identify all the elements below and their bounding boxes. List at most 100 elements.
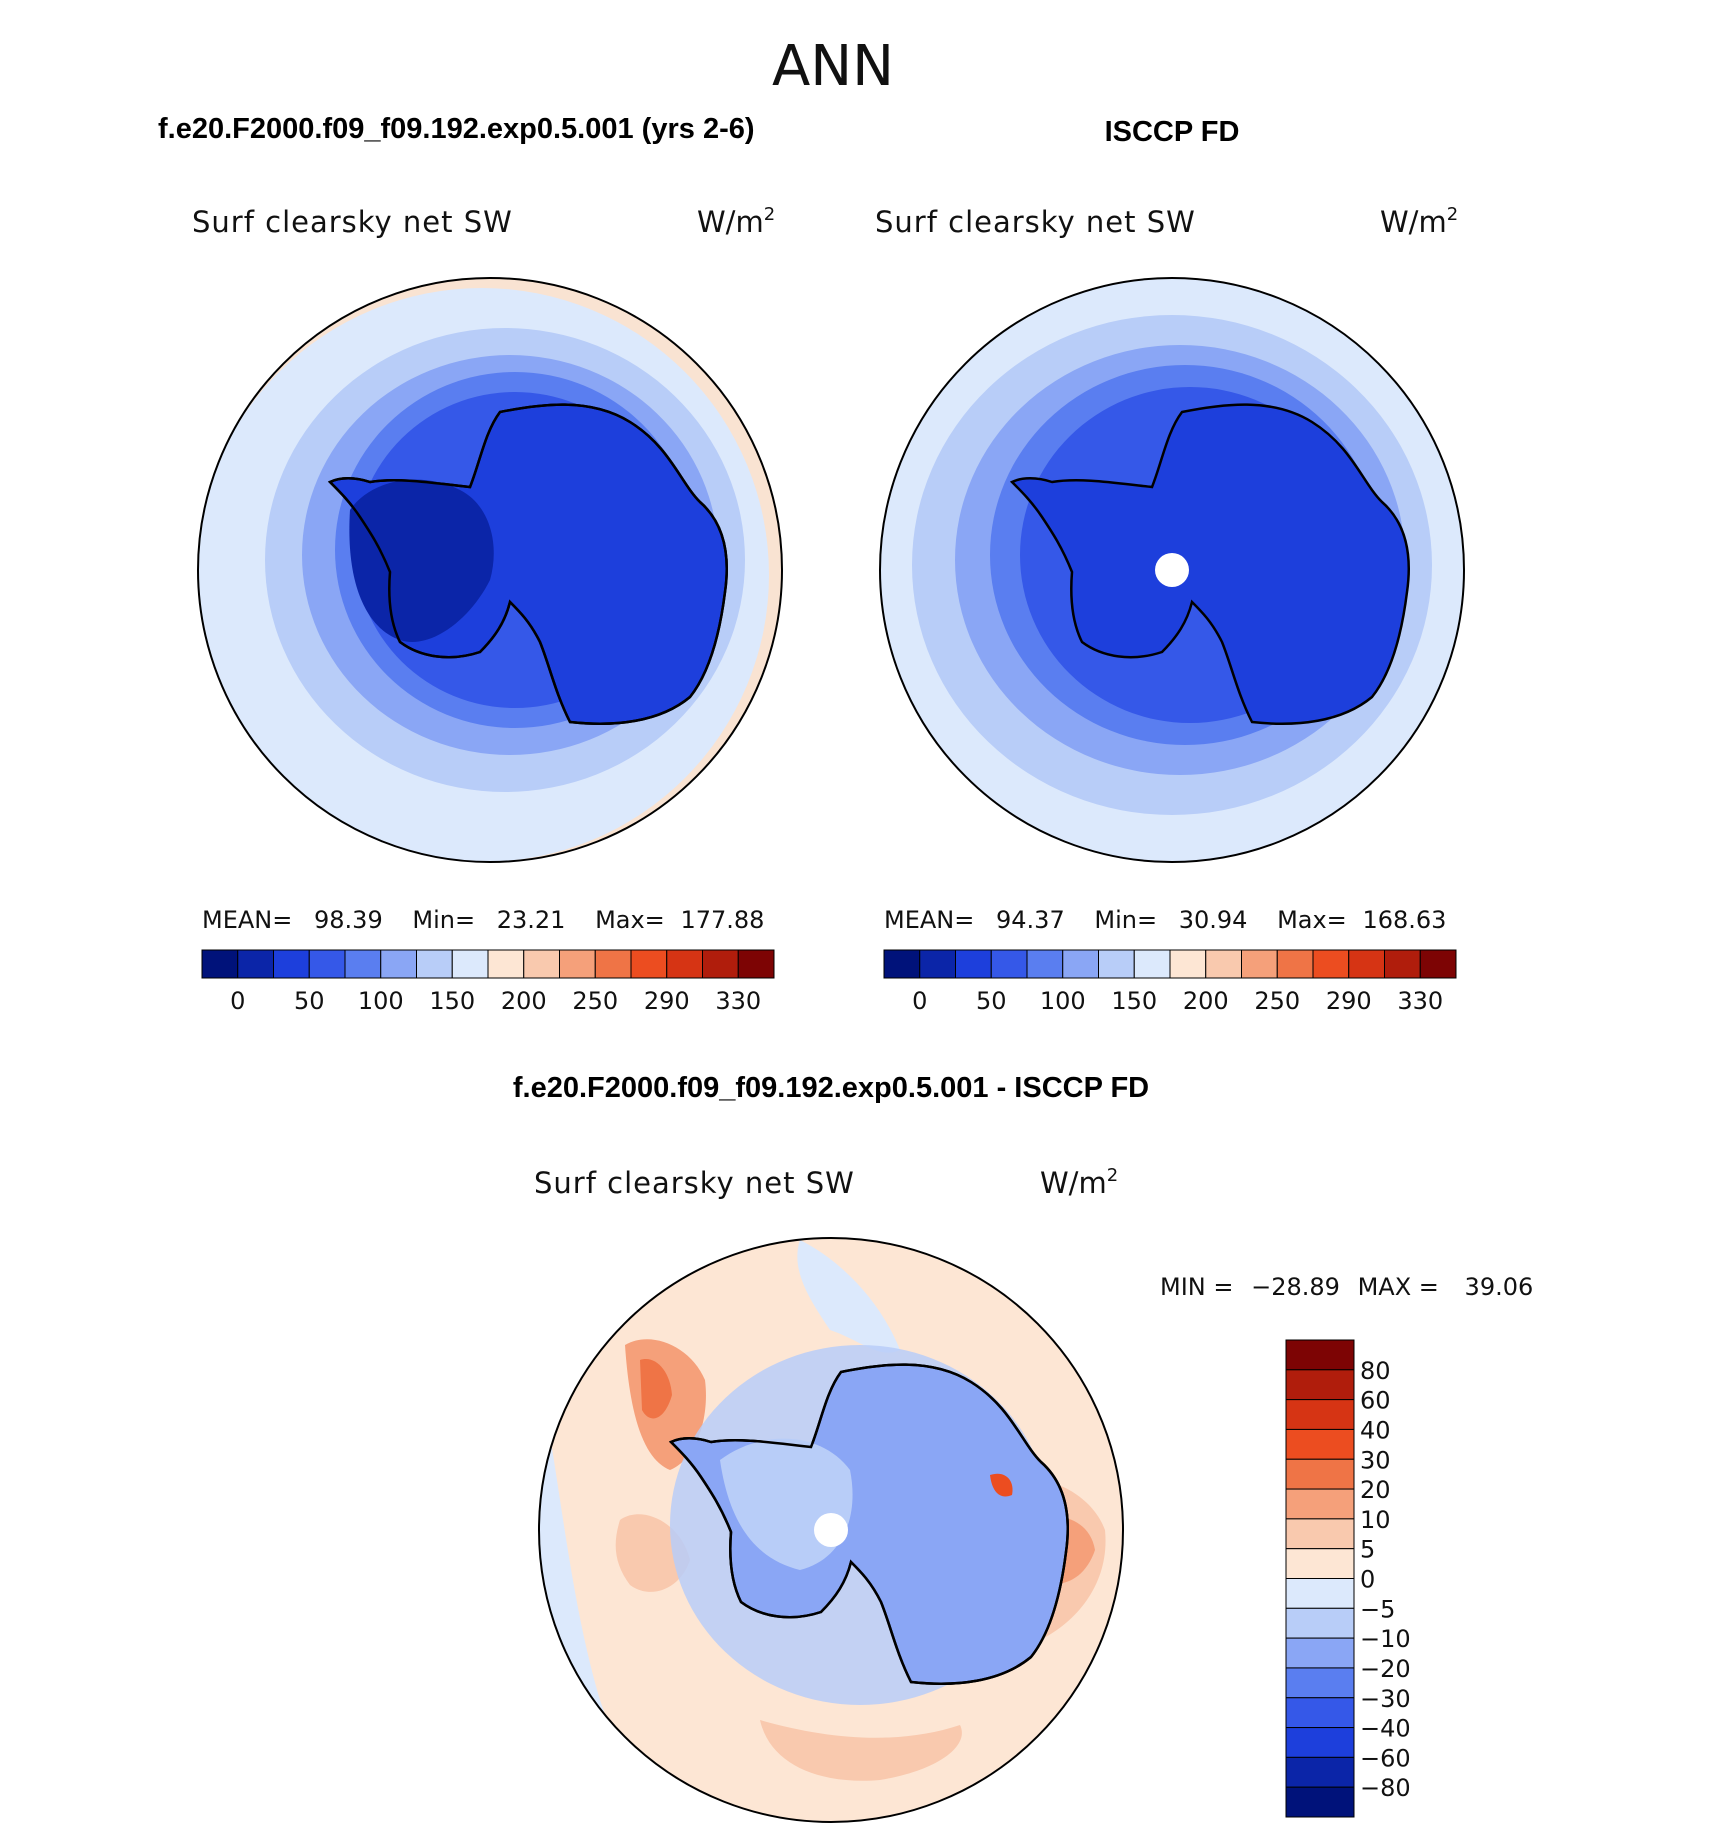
diff-colorbar-swatch xyxy=(1285,1339,1355,1371)
diff-colorbar-swatch xyxy=(1285,1727,1355,1758)
diff-colorbar-swatch xyxy=(1285,1637,1355,1669)
diff-colorbar-swatch xyxy=(1285,1578,1355,1609)
model-variable-label: Surf clearsky net SW xyxy=(192,205,513,239)
obs-colorbar-tick-label: 50 xyxy=(976,987,1007,1015)
model-colorbar-swatch xyxy=(380,949,417,979)
obs-colorbar: 0 50 100 150 200 250 290 330 xyxy=(883,949,1457,1015)
model-colorbar-tick-label: 250 xyxy=(572,987,618,1015)
model-colorbar-swatch xyxy=(451,949,489,979)
model-colorbar-tick-label: 50 xyxy=(294,987,325,1015)
obs-colorbar-swatch xyxy=(1348,949,1385,979)
obs-colorbar-tick-label: 100 xyxy=(1040,987,1086,1015)
obs-colorbar-tick-label: 250 xyxy=(1254,987,1300,1015)
obs-colorbar-tick-label: 330 xyxy=(1397,987,1443,1015)
obs-stats: MEAN= 94.37 Min= 30.94 Max= 168.63 xyxy=(884,906,1446,934)
diff-polar-map xyxy=(539,1238,1123,1822)
model-colorbar-tick-label: 100 xyxy=(358,987,404,1015)
model-colorbar-swatch xyxy=(487,949,525,979)
diff-pole-hole xyxy=(814,1513,848,1547)
diff-units-label: W/m2 xyxy=(1040,1165,1118,1200)
model-map-border xyxy=(197,277,783,863)
obs-colorbar-swatch xyxy=(1205,949,1242,979)
diff-stats: MIN = −28.89 MAX = 39.06 xyxy=(1160,1273,1533,1301)
panel-model: f.e20.F2000.f09_f09.192.exp0.5.001 (yrs … xyxy=(158,113,783,1015)
model-colorbar-tick-label: 330 xyxy=(715,987,761,1015)
model-colorbar: 0 50 100 150 200 250 290 330 xyxy=(201,949,775,1015)
model-colorbar-swatch xyxy=(702,949,739,979)
diff-colorbar-swatch xyxy=(1285,1756,1355,1788)
obs-colorbar-swatch xyxy=(1062,949,1099,979)
model-colorbar-tick-label: 200 xyxy=(501,987,547,1015)
obs-pole-hole xyxy=(1155,553,1189,587)
obs-colorbar-swatch xyxy=(1026,949,1064,979)
diff-colorbar-tick-label: −10 xyxy=(1360,1625,1411,1653)
model-contour-6 xyxy=(349,479,494,642)
diff-colorbar-tick-label: 20 xyxy=(1360,1476,1391,1504)
model-colorbar-swatch xyxy=(523,949,560,979)
obs-colorbar-swatch xyxy=(955,949,992,979)
model-colorbar-swatch xyxy=(308,949,346,979)
obs-colorbar-swatch xyxy=(1312,949,1350,979)
panel-diff: f.e20.F2000.f09_f09.192.exp0.5.001 - ISC… xyxy=(513,1072,1533,1823)
obs-colorbar-swatch xyxy=(1098,949,1135,979)
model-colorbar-swatch xyxy=(559,949,596,979)
diff-colorbar-tick-label: 80 xyxy=(1360,1357,1391,1385)
model-colorbar-swatch xyxy=(594,949,632,979)
panel-obs: ISCCP FD Surf clearsky net SW W/m2 MEAN=… xyxy=(875,116,1465,1015)
model-colorbar-swatch xyxy=(737,949,775,979)
diff-colorbar-swatch xyxy=(1285,1667,1355,1699)
obs-colorbar-tick-label: 150 xyxy=(1111,987,1157,1015)
model-colorbar-swatch xyxy=(201,949,239,979)
season-title: ANN xyxy=(772,34,894,99)
obs-colorbar-swatch xyxy=(990,949,1028,979)
diff-variable-label: Surf clearsky net SW xyxy=(534,1166,855,1200)
obs-variable-label: Surf clearsky net SW xyxy=(875,205,1196,239)
obs-colorbar-swatch xyxy=(1419,949,1457,979)
diff-contour-pos-2 xyxy=(640,1359,672,1419)
obs-colorbar-swatch xyxy=(1169,949,1207,979)
obs-colorbar-swatch xyxy=(883,949,921,979)
model-units-label: W/m2 xyxy=(697,204,775,239)
diff-colorbar-tick-label: −60 xyxy=(1360,1744,1411,1772)
diff-colorbar-swatch xyxy=(1285,1488,1355,1520)
diff-colorbar-swatch xyxy=(1285,1369,1355,1401)
diff-colorbar-tick-label: 0 xyxy=(1360,1566,1375,1594)
obs-colorbar-swatch xyxy=(1133,949,1171,979)
obs-case-title: ISCCP FD xyxy=(1105,116,1240,148)
model-colorbar-tick-label: 0 xyxy=(230,987,245,1015)
diff-colorbar-swatch xyxy=(1285,1786,1355,1818)
model-colorbar-tick-label: 290 xyxy=(644,987,690,1015)
obs-colorbar-tick-label: 0 xyxy=(912,987,927,1015)
diff-case-title: f.e20.F2000.f09_f09.192.exp0.5.001 - ISC… xyxy=(513,1072,1149,1104)
model-colorbar-swatch xyxy=(273,949,310,979)
diff-colorbar-swatch xyxy=(1285,1458,1355,1490)
model-colorbar-swatch xyxy=(630,949,668,979)
diff-colorbar-tick-label: 10 xyxy=(1360,1506,1391,1534)
model-case-title: f.e20.F2000.f09_f09.192.exp0.5.001 (yrs … xyxy=(158,113,755,145)
diff-contour-pos-5 xyxy=(760,1720,962,1781)
diff-colorbar-tick-label: 60 xyxy=(1360,1387,1391,1415)
model-colorbar-swatch xyxy=(416,949,453,979)
diff-colorbar-swatch xyxy=(1285,1607,1355,1639)
diff-colorbar-tick-label: 40 xyxy=(1360,1416,1391,1444)
model-colorbar-swatch xyxy=(237,949,274,979)
diff-colorbar-tick-label: −5 xyxy=(1360,1595,1395,1623)
obs-colorbar-swatch xyxy=(919,949,956,979)
diff-colorbar-tick-label: −40 xyxy=(1360,1715,1411,1743)
diff-colorbar-tick-label: −30 xyxy=(1360,1685,1411,1713)
model-polar-map xyxy=(198,278,782,862)
diff-colorbar-tick-label: −80 xyxy=(1360,1774,1411,1802)
obs-colorbar-swatch xyxy=(1276,949,1314,979)
model-colorbar-swatch xyxy=(666,949,703,979)
diff-colorbar-swatch xyxy=(1285,1518,1355,1550)
obs-units-label: W/m2 xyxy=(1380,204,1458,239)
diff-colorbar-swatch xyxy=(1285,1428,1355,1460)
diff-colorbar-tick-label: 5 xyxy=(1360,1536,1375,1564)
obs-colorbar-tick-label: 290 xyxy=(1326,987,1372,1015)
diff-contour-neg-north xyxy=(797,1240,900,1353)
obs-map-border xyxy=(879,277,1465,863)
diff-colorbar-tick-label: 30 xyxy=(1360,1446,1391,1474)
diff-colorbar-swatch xyxy=(1285,1697,1355,1729)
